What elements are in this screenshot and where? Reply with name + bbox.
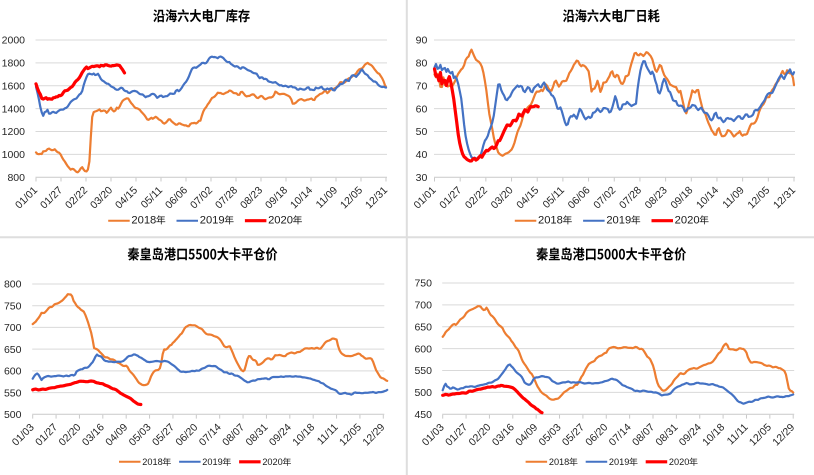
- svg-text:600: 600: [414, 343, 432, 355]
- svg-text:2020: 2020: [268, 215, 293, 227]
- svg-text:1200: 1200: [2, 126, 26, 138]
- svg-text:800: 800: [7, 172, 25, 184]
- svg-text:1400: 1400: [2, 103, 26, 115]
- svg-text:600: 600: [4, 366, 22, 378]
- svg-text:2019: 2019: [606, 215, 631, 227]
- svg-text:70: 70: [416, 80, 428, 92]
- svg-text:90: 90: [416, 35, 428, 47]
- svg-text:700: 700: [414, 300, 432, 312]
- svg-text:800: 800: [4, 279, 22, 291]
- svg-text:1600: 1600: [2, 80, 26, 92]
- svg-text:50: 50: [416, 126, 428, 138]
- svg-text:2020: 2020: [669, 457, 689, 467]
- svg-text:30: 30: [416, 172, 428, 184]
- svg-text:2018: 2018: [142, 457, 162, 467]
- svg-text:40: 40: [416, 149, 428, 161]
- svg-text:2000: 2000: [2, 35, 26, 47]
- svg-text:700: 700: [4, 322, 22, 334]
- svg-text:750: 750: [4, 300, 22, 312]
- svg-text:2018: 2018: [131, 215, 156, 227]
- svg-text:2018: 2018: [549, 457, 569, 467]
- svg-text:60: 60: [416, 103, 428, 115]
- svg-text:2019: 2019: [200, 215, 225, 227]
- svg-text:650: 650: [414, 321, 432, 333]
- svg-text:750: 750: [414, 278, 432, 290]
- svg-text:1000: 1000: [2, 149, 26, 161]
- svg-text:550: 550: [414, 365, 432, 377]
- svg-text:450: 450: [414, 409, 432, 421]
- svg-text:2019: 2019: [609, 457, 629, 467]
- svg-text:500: 500: [414, 387, 432, 399]
- svg-text:2019: 2019: [202, 457, 222, 467]
- svg-text:550: 550: [4, 387, 22, 399]
- svg-text:80: 80: [416, 58, 428, 70]
- svg-text:2020: 2020: [675, 215, 700, 227]
- svg-text:2020: 2020: [262, 457, 282, 467]
- svg-text:2018: 2018: [538, 215, 563, 227]
- svg-text:1800: 1800: [2, 58, 26, 70]
- svg-text:500: 500: [4, 409, 22, 421]
- svg-text:650: 650: [4, 344, 22, 356]
